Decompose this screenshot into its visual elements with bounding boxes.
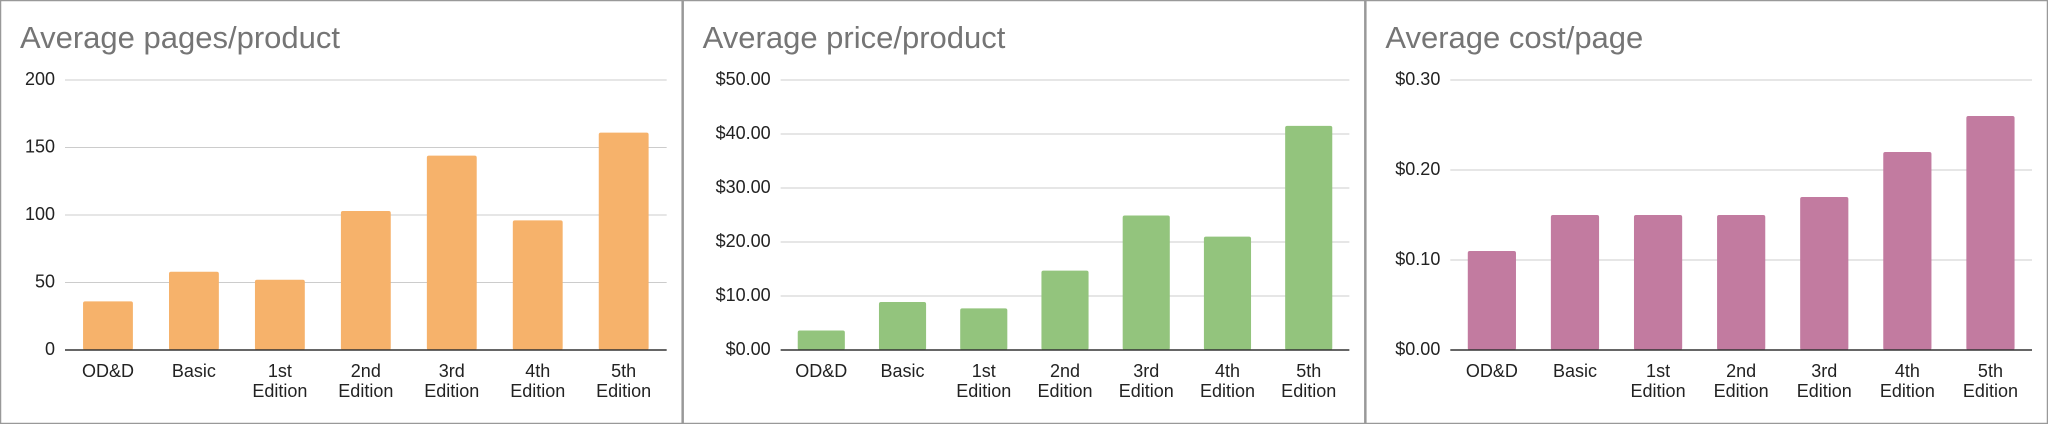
x-tick-label: 2nd Edition [1037,361,1092,401]
bar [1800,197,1849,350]
bar [797,330,845,350]
x-tick-label: 2nd Edition [338,361,393,401]
y-tick-label: 150 [25,136,55,156]
y-tick-label: $30.00 [716,177,771,197]
bar [340,210,391,350]
y-tick-label: 200 [25,69,55,89]
y-tick-label: $0.00 [1395,339,1440,359]
bar [1041,270,1089,350]
x-tick-label: 1st Edition [1631,361,1686,401]
y-tick-label: $0.30 [1395,69,1440,89]
y-tick-label: $50.00 [716,69,771,89]
bar [1285,125,1333,351]
bar [598,132,649,350]
chart-panel: Average pages/product 0 50 100 150 200 OD&D Bas… [0,0,683,424]
bar [512,220,563,350]
x-tick-label: 4th Edition [1200,361,1255,401]
chart-title: Average price/product [703,20,1006,55]
x-tick-label: 5th Edition [1281,361,1336,401]
bar [254,279,305,350]
y-tick-label: 100 [25,204,55,224]
bar [960,308,1008,350]
x-tick-label: OD&D [82,361,134,381]
panel-border [682,0,1366,424]
x-tick-label: OD&D [795,361,847,381]
x-tick-label: 5th Edition [1963,361,2018,401]
x-tick-label: 3rd Edition [1119,361,1174,401]
bar [169,271,219,350]
chart-title: Average cost/page [1385,20,1643,55]
x-tick-label: Basic [881,361,925,381]
y-tick-label: $10.00 [716,285,771,305]
x-tick-label: Basic [1553,361,1597,381]
y-tick-label: $40.00 [716,123,771,143]
x-tick-label: OD&D [1466,361,1518,381]
x-tick-label: 3rd Edition [1797,361,1852,401]
y-tick-label: 50 [35,271,55,291]
x-tick-label: 1st Edition [252,361,307,401]
x-tick-label: 4th Edition [1880,361,1935,401]
x-tick-label: 3rd Edition [424,361,479,401]
bar [1467,251,1516,350]
chart-title: Average pages/product [20,20,340,55]
bar [1717,215,1766,350]
bar [1633,215,1683,350]
bar [1550,215,1600,350]
bar [1966,116,2015,350]
bar [1122,215,1170,350]
x-tick-label: 5th Edition [596,361,651,401]
bar [1883,152,1932,350]
chart-panel: Average cost/page $0.00 $0.10 $0.20 $0.30 OD&… [1365,0,2048,424]
y-tick-label: 0 [45,339,55,359]
y-tick-label: $0.10 [1395,249,1440,269]
x-tick-label: 2nd Edition [1714,361,1769,401]
bar [83,301,133,350]
y-tick-label: $20.00 [716,231,771,251]
bar [1203,236,1252,350]
y-tick-label: $0.20 [1395,159,1440,179]
chart-panel: Average price/product $0.00 $10.00 $20.00 $3… [682,0,1366,424]
bar [426,155,477,350]
x-tick-label: 4th Edition [510,361,565,401]
x-tick-label: 1st Edition [956,361,1011,401]
bar [878,301,927,350]
x-tick-label: Basic [172,361,216,381]
y-tick-label: $0.00 [726,339,771,359]
